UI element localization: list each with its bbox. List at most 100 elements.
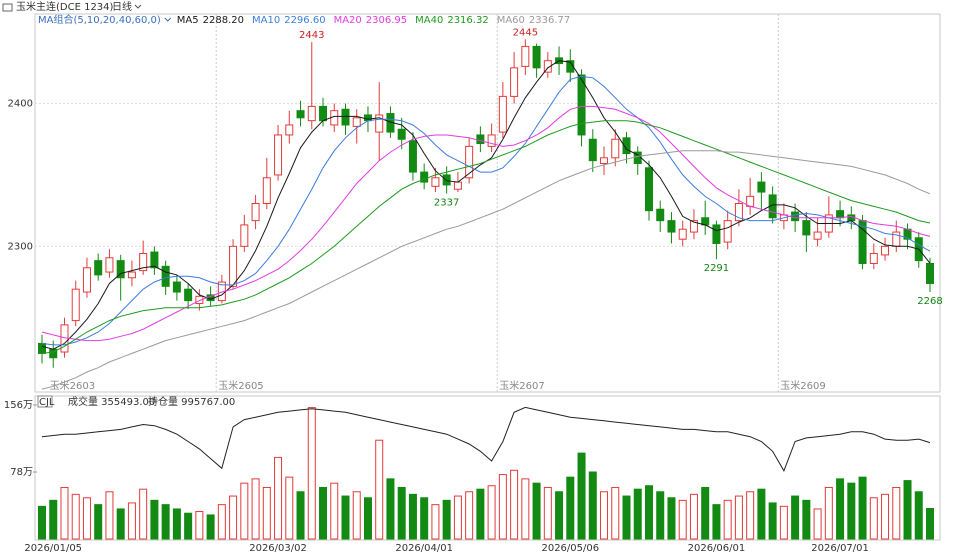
volume-bar (746, 491, 755, 540)
volume-bar (847, 482, 856, 540)
ma-value: 2288.20 (203, 15, 244, 26)
volume-bar (94, 504, 103, 540)
volume-bar (858, 476, 867, 540)
ma-line (41, 150, 931, 390)
candle-body (240, 224, 249, 247)
candle-body (172, 281, 181, 293)
candle-body (723, 220, 732, 243)
oi-line (41, 406, 931, 472)
candle-body (644, 167, 653, 212)
price-annotation: 2337 (434, 198, 459, 209)
ma-value: 2296.60 (284, 15, 325, 26)
volume-bar (836, 478, 845, 540)
candle-body (678, 228, 687, 240)
volume-bar (453, 495, 462, 540)
candle-body (116, 260, 125, 279)
volume-bar (442, 499, 451, 540)
dropdown-arrow[interactable] (134, 4, 142, 9)
candle-body (791, 211, 800, 222)
candle-body (442, 174, 451, 186)
candle-body (375, 114, 384, 133)
y-tick-label: 78万 (10, 467, 33, 478)
symbol[interactable]: 玉米主连(DCE 1234) (16, 0, 114, 13)
volume-bar (420, 497, 429, 540)
candle-body (229, 245, 238, 287)
candle-body (431, 177, 440, 187)
volume-bar (476, 488, 485, 540)
ma-name: MA10 (252, 15, 280, 26)
candle-body (836, 210, 845, 219)
candle-body (465, 145, 474, 179)
volume-bar (588, 471, 597, 540)
volume-bar (319, 486, 328, 540)
indicator-box[interactable] (37, 395, 53, 408)
candle-body (307, 105, 316, 122)
volume-bar (330, 482, 339, 540)
volume-bar (105, 491, 114, 540)
x-tick-label: 2026/06/01 (688, 543, 746, 554)
volume-bar (465, 491, 474, 540)
volume-bar (757, 488, 766, 540)
volume-bar (375, 439, 384, 540)
y-tick-label: 156万 (4, 400, 33, 411)
candle-body (139, 252, 148, 272)
volume-bar (386, 478, 395, 540)
price-panel (34, 13, 941, 393)
menu-icon[interactable] (2, 3, 13, 12)
volume-bar (633, 488, 642, 540)
volume-bar (49, 499, 58, 540)
contract-label: 玉米2605 (218, 379, 263, 392)
indicator[interactable]: CJL (39, 397, 55, 408)
candle-body (296, 110, 305, 119)
ma-title[interactable]: MA组合(5,10,20,40,60,0) (38, 13, 161, 26)
volume-bar (408, 493, 417, 540)
candle-body (82, 267, 91, 293)
candle-body (521, 45, 530, 67)
candle-body (926, 262, 934, 284)
volume-bar (701, 486, 710, 540)
candle-body (869, 252, 878, 264)
volume-bar (161, 504, 170, 540)
candle-body (184, 288, 193, 302)
volume-bar (543, 486, 552, 540)
volume-bar (60, 486, 69, 540)
volume-bar (914, 491, 923, 540)
candle-body (476, 134, 485, 145)
volume-bar (498, 474, 507, 540)
candle-body (127, 271, 136, 279)
price-annotation: 2268 (917, 296, 942, 307)
contract-label: 玉米2607 (499, 379, 544, 392)
candle-body (408, 140, 417, 173)
candle-body (510, 67, 519, 97)
volume-bar (622, 495, 631, 540)
volume-bar (262, 486, 271, 540)
period[interactable]: 日线 (112, 0, 132, 13)
candle-body (667, 220, 676, 233)
candle-body (341, 108, 350, 126)
volume-bar (431, 504, 440, 540)
candle-body (195, 295, 204, 304)
ma-line (41, 75, 931, 346)
volume-bar (206, 514, 215, 540)
volume-bar (127, 502, 136, 540)
x-tick-label: 2026/04/01 (395, 543, 453, 554)
ma-name: MA40 (415, 15, 443, 26)
contract-label: 玉米2609 (780, 379, 825, 392)
volume-bar (611, 486, 620, 540)
volume-label: 成交量 355493.00 (68, 395, 155, 408)
candle-body (487, 134, 496, 147)
candle-body (734, 203, 743, 222)
candle-body (420, 171, 429, 183)
volume-bar (734, 495, 743, 540)
volume-bar (285, 476, 294, 540)
price-annotation: 2291 (704, 263, 729, 274)
ma-value: 2316.32 (447, 15, 488, 26)
candle-body (600, 157, 609, 165)
candle-body (577, 74, 586, 136)
ma-name: MA60 (497, 15, 525, 26)
candle-body (757, 181, 766, 193)
volume-bar (779, 505, 788, 540)
volume-bar (172, 508, 181, 540)
candle-body (588, 138, 597, 162)
volume-bar (150, 499, 159, 540)
